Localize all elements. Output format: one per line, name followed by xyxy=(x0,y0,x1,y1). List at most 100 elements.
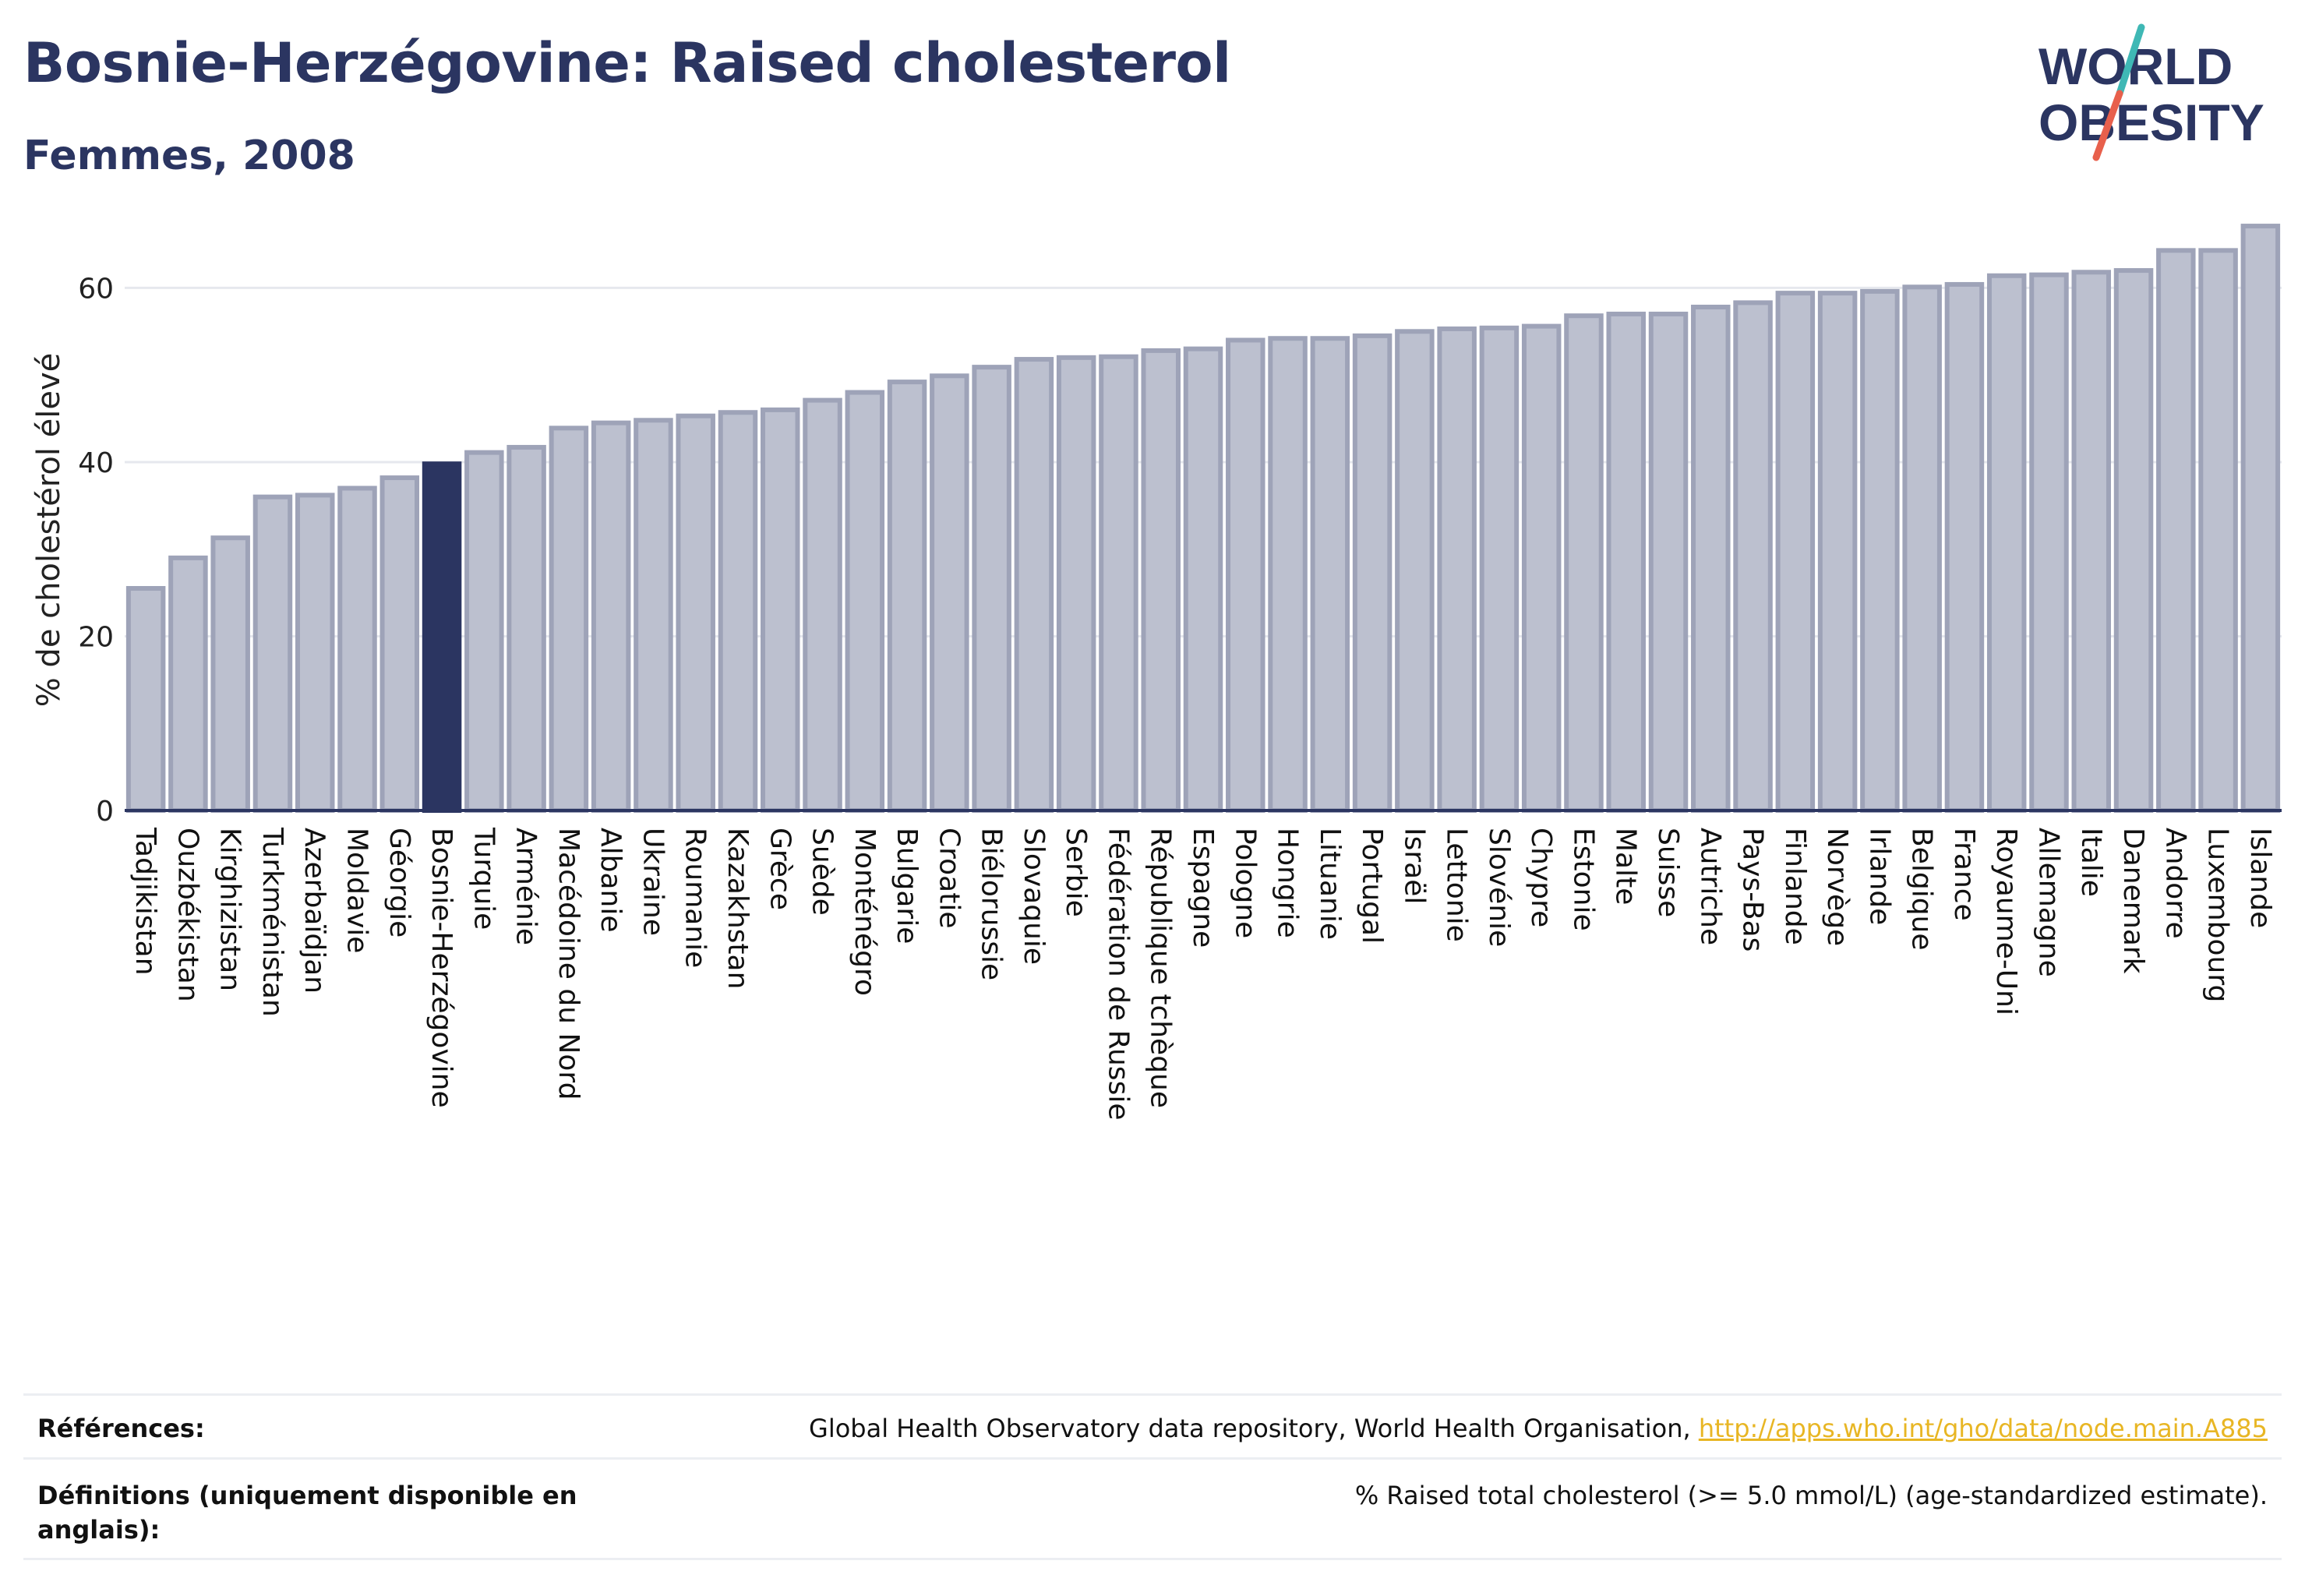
bar xyxy=(379,475,420,813)
bar xyxy=(295,493,335,813)
bar xyxy=(591,420,631,813)
y-tick-label: 0 xyxy=(96,796,114,828)
bar-highlighted xyxy=(422,461,462,813)
x-tick-label: Grèce xyxy=(764,828,796,910)
world-obesity-logo: WORLD OBESITY xyxy=(2038,23,2264,161)
bar xyxy=(1944,281,1985,813)
bar xyxy=(1268,336,1308,813)
bar xyxy=(1310,336,1350,813)
x-tick-label: Hongrie xyxy=(1272,828,1304,938)
bar xyxy=(1902,284,1942,813)
definitions-value: % Raised total cholesterol (>= 5.0 mmol/… xyxy=(1354,1481,2268,1510)
bar xyxy=(1014,357,1054,813)
x-tick-label: Albanie xyxy=(595,828,627,933)
bar xyxy=(1860,288,1900,814)
bar xyxy=(1986,273,2027,813)
references-label: Références: xyxy=(37,1414,205,1443)
x-tick-label: Ouzbékistan xyxy=(171,828,203,1002)
x-tick-label: Belgique xyxy=(1906,828,1938,951)
x-tick-label: Arménie xyxy=(510,828,542,945)
x-tick-label: Biélorussie xyxy=(976,828,1008,980)
bar xyxy=(1606,311,1646,813)
bar xyxy=(2071,270,2112,813)
logo-coral-slash xyxy=(2092,90,2123,161)
bar xyxy=(1733,300,1773,814)
logo-teal-slash xyxy=(2116,23,2145,97)
bar xyxy=(1564,313,1604,814)
x-tick-label: Andorre xyxy=(2159,828,2191,939)
x-tick-label: Pays-Bas xyxy=(1737,828,1769,952)
x-tick-label: Turkménistan xyxy=(256,827,288,1017)
x-tick-label: Croatie xyxy=(933,828,965,929)
bar xyxy=(2113,268,2154,813)
bar xyxy=(1775,291,1816,813)
bar-layer xyxy=(125,224,2281,814)
bar xyxy=(507,444,546,813)
bar xyxy=(1183,346,1223,814)
x-tick-label: Lituanie xyxy=(1314,828,1346,940)
bar xyxy=(676,413,715,813)
bar xyxy=(761,407,800,813)
bar xyxy=(2156,248,2196,813)
references-link[interactable]: http://apps.who.int/gho/data/node.main.A… xyxy=(1698,1414,2268,1443)
bar xyxy=(2029,272,2069,814)
bar-chart: 0 20 40 60 % de cholestérol élevé Tadjikistan… xyxy=(31,224,2282,1120)
x-tick-label: Islande xyxy=(2244,828,2276,928)
x-tick-label: Kazakhstan xyxy=(722,828,754,989)
bar xyxy=(1395,329,1435,813)
x-tick-label: Norvège xyxy=(1821,828,1853,946)
chart-title: Bosnie-Herzégovine: Raised cholesterol xyxy=(23,31,1231,95)
x-tick-label: Malte xyxy=(1610,828,1642,905)
bar xyxy=(972,365,1011,813)
x-tick-label: Espagne xyxy=(1187,828,1219,948)
bar xyxy=(125,586,166,813)
x-tick-label: Pologne xyxy=(1229,828,1261,938)
x-tick-label: Autriche xyxy=(1694,828,1726,945)
x-tick-label: Roumanie xyxy=(679,828,711,968)
x-tick-label: Ukraine xyxy=(637,828,669,936)
x-tick-label: Luxembourg xyxy=(2202,828,2234,1002)
x-tick-label: Danemark xyxy=(2117,828,2149,974)
references-text: Global Health Observatory data repositor… xyxy=(809,1414,1699,1443)
x-tick-label: Moldavie xyxy=(341,828,373,953)
bar xyxy=(1648,311,1689,813)
bar xyxy=(252,494,293,813)
x-tick-label: Fédération de Russie xyxy=(1102,828,1134,1120)
bar xyxy=(549,425,589,814)
bar xyxy=(2198,248,2238,813)
x-tick-label: Macédoine du Nord xyxy=(552,828,584,1100)
logo-line2: OBESITY xyxy=(2038,94,2264,151)
x-tick-label: Slovénie xyxy=(1483,828,1515,947)
x-tick-label: Monténégro xyxy=(849,828,881,996)
bar xyxy=(1521,323,1562,813)
x-tick-label: Israël xyxy=(1398,828,1430,904)
x-tick-label: France xyxy=(1948,828,1980,921)
references-value: Global Health Observatory data repositor… xyxy=(809,1411,2268,1446)
y-tick-label: 60 xyxy=(78,273,114,305)
y-tick-label: 40 xyxy=(78,447,114,479)
x-tick-label: Italie xyxy=(2075,828,2107,897)
x-tick-label: Serbie xyxy=(1060,828,1092,917)
y-tick-label: 20 xyxy=(78,621,114,653)
bar xyxy=(1817,291,1858,813)
bar xyxy=(803,397,842,813)
x-tick-label: Lettonie xyxy=(1441,828,1473,942)
x-tick-label: Suisse xyxy=(1652,828,1684,917)
bar xyxy=(1056,355,1096,813)
bar xyxy=(2240,224,2281,813)
x-tick-label: Finlande xyxy=(1779,828,1811,945)
x-tick-label: Bosnie-Herzégovine xyxy=(425,828,457,1108)
bar xyxy=(887,380,927,813)
bar xyxy=(1437,326,1477,813)
bar xyxy=(845,390,885,813)
bar xyxy=(464,450,504,813)
bar xyxy=(1352,333,1393,814)
bar xyxy=(1141,348,1181,814)
definitions-row: Définitions (uniquement disponible en an… xyxy=(23,1457,2282,1560)
x-tick-label: Chypre xyxy=(1525,828,1557,927)
bar xyxy=(210,535,250,813)
bar xyxy=(1226,337,1265,813)
x-tick-label: Allemagne xyxy=(2032,828,2064,977)
label-layer: 0 20 40 60 % de cholestérol élevé Tadjikistan… xyxy=(31,273,2276,1120)
x-tick-label: Portugal xyxy=(1356,828,1388,944)
